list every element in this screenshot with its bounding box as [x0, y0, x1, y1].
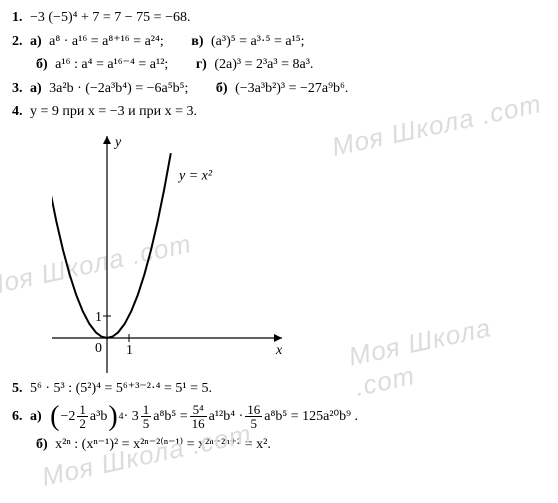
part-a: а) [30, 34, 42, 49]
expr-6b: x²ⁿ : (xⁿ⁻¹)² = x²ⁿ⁻²⁽ⁿ⁻¹⁾ = x²ⁿ⁻²ⁿ⁺² = … [55, 437, 271, 452]
t1: a³b [90, 407, 107, 427]
expr-2v: (a³)⁵ = a³·⁵ = a¹⁵; [211, 34, 305, 49]
problem-3: 3. а) 3a²b · (−2a³b⁴) = −6a⁵b⁵; б) (−3a³… [12, 79, 546, 99]
expr-2g: (2a)³ = 2³a³ = 8a³. [214, 57, 313, 72]
part-g: г) [196, 57, 207, 72]
svg-text:1: 1 [95, 310, 102, 325]
problem-4: 4. y = 9 при x = −3 и при x = 3. [12, 102, 546, 122]
expr-2a: a⁸ · a¹⁶ = a⁸⁺¹⁶ = a²⁴; [49, 34, 164, 49]
expr-2b: a¹⁶ : a⁴ = a¹⁶⁻⁴ = a¹²; [55, 57, 168, 72]
svg-text:1: 1 [126, 343, 133, 358]
svg-text:y: y [113, 135, 122, 150]
problem-1: 1. −3 (−5)⁴ + 7 = 7 − 75 = −68. [12, 8, 546, 28]
num-4: 4. [12, 104, 23, 119]
part-a: а) [30, 81, 42, 96]
frac-3: 5⁴16 [190, 403, 207, 430]
problem-5: 5. 5⁶ · 5³ : (5²)⁴ = 5⁶⁺³⁻²·⁴ = 5¹ = 5. [12, 379, 546, 399]
part-v: в) [191, 34, 203, 49]
frac-2: 15 [141, 403, 152, 430]
problem-2-row1: 2. а) a⁸ · a¹⁶ = a⁸⁺¹⁶ = a²⁴; в) (a³)⁵ =… [12, 32, 546, 52]
t4: a⁸b⁵ = 125a²⁰b⁹ . [264, 407, 358, 427]
num-3: 3. [12, 81, 23, 96]
svg-text:x: x [275, 343, 283, 358]
part-b: б) [36, 57, 48, 72]
problem-6a: 6. а) ( −2 12 a³b )4 · 3 15 a⁸b⁵ = 5⁴16 … [12, 403, 546, 431]
part-b: б) [36, 437, 48, 452]
part-b: б) [216, 81, 228, 96]
problem-2-row2: б) a¹⁶ : a⁴ = a¹⁶⁻⁴ = a¹²; г) (2a)³ = 2³… [36, 55, 546, 75]
paren-open: ( [50, 403, 59, 431]
expr-5: 5⁶ · 5³ : (5²)⁴ = 5⁶⁺³⁻²·⁴ = 5¹ = 5. [30, 381, 212, 396]
parabola-chart: y x 0 1 1 y = x² [52, 128, 292, 373]
frac-4: 165 [245, 403, 262, 430]
t2: a⁸b⁵ = [153, 407, 187, 427]
frac-1: 12 [77, 403, 88, 430]
svg-text:0: 0 [95, 341, 102, 356]
watermark: Моя Школа .com [329, 88, 544, 163]
paren-close: ) [108, 403, 117, 431]
coef: −2 [61, 407, 76, 427]
mid1: · 3 [124, 407, 139, 427]
expr-3b: (−3a³b²)³ = −27a⁹b⁶. [235, 81, 348, 96]
num-1: 1. [12, 10, 23, 25]
t3: a¹²b⁴ · [209, 407, 244, 427]
num-6: 6. [12, 407, 23, 427]
svg-text:y = x²: y = x² [177, 169, 213, 184]
expr-3a: 3a²b · (−2a³b⁴) = −6a⁵b⁵; [49, 81, 188, 96]
part-a: а) [30, 407, 42, 427]
problem-6b: б) x²ⁿ : (xⁿ⁻¹)² = x²ⁿ⁻²⁽ⁿ⁻¹⁾ = x²ⁿ⁻²ⁿ⁺²… [36, 435, 546, 455]
num-2: 2. [12, 34, 23, 49]
num-5: 5. [12, 381, 23, 396]
expr-4: y = 9 при x = −3 и при x = 3. [30, 104, 197, 119]
expr-1: −3 (−5)⁴ + 7 = 7 − 75 = −68. [30, 10, 190, 25]
